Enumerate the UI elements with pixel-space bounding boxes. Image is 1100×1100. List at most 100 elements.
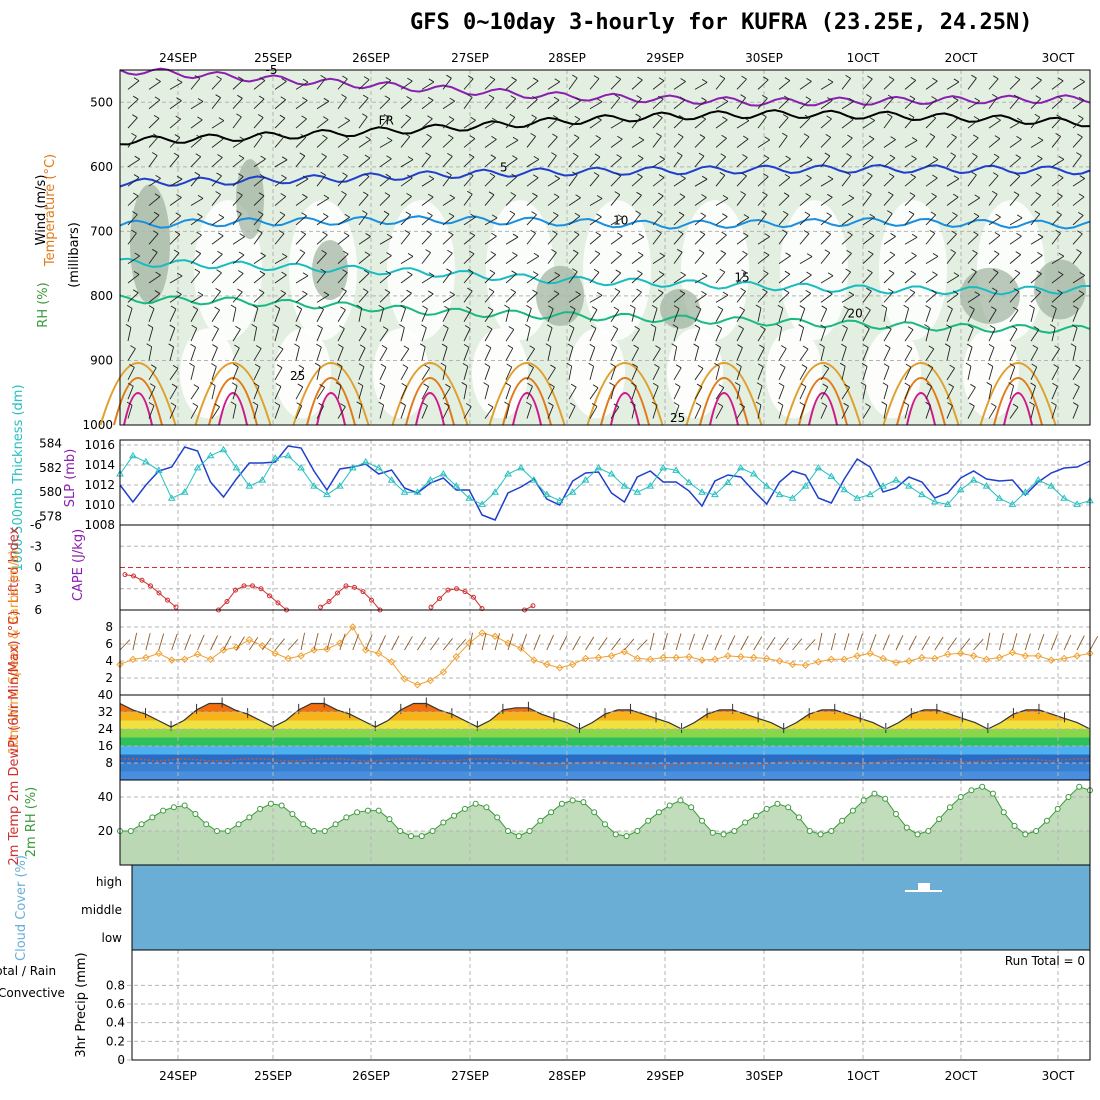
- date-label-top: 27SEP: [451, 51, 489, 65]
- wind-barb: [568, 271, 578, 284]
- wind-barb: [988, 385, 993, 400]
- wind-barb-flag: [824, 152, 831, 157]
- wind-barb-flag: [700, 115, 706, 120]
- wind10-barb: [960, 638, 971, 651]
- wind-barb: [379, 273, 392, 284]
- wind-barb-flag: [784, 270, 791, 275]
- wind-barb-flag: [763, 270, 769, 274]
- thickness-marker: [969, 476, 978, 483]
- wind10-marker: [659, 653, 667, 662]
- wind-barb: [757, 291, 768, 303]
- wind-barb-flag: [505, 382, 511, 387]
- wind-barb-flag: [866, 190, 872, 195]
- wind-barb-flag: [904, 382, 911, 387]
- wind-barb-flag: [320, 171, 326, 176]
- wind-barb: [841, 294, 855, 303]
- wind-barb: [148, 118, 160, 129]
- wind-barb-flag: [467, 172, 474, 177]
- cloud-level-label: high: [96, 875, 122, 889]
- wind10-marker: [193, 650, 202, 658]
- wind-barb: [778, 158, 791, 168]
- wind-barb-flag: [848, 291, 855, 296]
- wind-barb: [778, 177, 791, 187]
- wind-barb: [715, 253, 727, 264]
- warm-contour: [512, 392, 542, 426]
- wind-barb-flag: [214, 306, 220, 311]
- wind-barb: [295, 137, 307, 148]
- wind10-barb: [1089, 635, 1099, 651]
- wind-barb-flag: [236, 113, 242, 118]
- wind-barb: [883, 254, 896, 264]
- wind-barb: [505, 273, 517, 284]
- li-marker: [233, 587, 238, 593]
- wind-barb: [610, 272, 622, 284]
- wind-barb-flag: [848, 194, 855, 199]
- wind-barb-flag: [133, 95, 139, 100]
- wind-barb: [1030, 366, 1038, 381]
- wind-barb-flag: [866, 287, 872, 292]
- wind-barb: [568, 155, 579, 168]
- wind-barb: [316, 156, 327, 168]
- thickness-marker: [232, 463, 241, 471]
- wind10-marker: [995, 653, 1004, 662]
- temp-tick: 8: [105, 756, 113, 770]
- temp-ylabel-part: 2m Temp 2m DewPt (6hr Min/Max) (°C): [7, 611, 22, 866]
- wind-barb-flag: [1054, 345, 1060, 350]
- wind10-barb: [611, 637, 621, 651]
- wind-barb: [820, 118, 832, 129]
- wind-barb-flag: [903, 304, 909, 309]
- wind-barb-flag: [302, 290, 308, 295]
- wind-barb-flag: [383, 113, 390, 118]
- wind-barb: [778, 80, 791, 90]
- wind-barb: [967, 271, 977, 284]
- wind-barb-flag: [763, 154, 770, 159]
- pressure-tick-label: 500: [90, 95, 113, 109]
- wind-barb: [925, 348, 935, 361]
- wind-barb-flag: [673, 402, 680, 406]
- thickness-marker: [607, 470, 616, 477]
- wind-barb: [379, 348, 388, 361]
- wind-barb-flag: [615, 269, 621, 274]
- li-tick: -6: [30, 518, 42, 532]
- wind-barb: [841, 253, 852, 264]
- wind-barb-flag: [721, 231, 727, 236]
- dry-pocket: [180, 328, 236, 419]
- wind-barb-flag: [845, 171, 851, 176]
- wind-barb: [211, 175, 222, 187]
- wind-barb: [442, 366, 447, 380]
- wind10-barb: [714, 634, 722, 651]
- warm-contour: [993, 377, 1043, 426]
- wind-barb-flag: [214, 403, 220, 408]
- wind-barb: [358, 176, 370, 187]
- wind-barb: [190, 294, 204, 303]
- wind-barb: [127, 348, 136, 361]
- wind-barb-flag: [1015, 154, 1021, 159]
- wind10-marker: [866, 649, 874, 658]
- wind-barb: [736, 366, 742, 380]
- wind-barb: [463, 156, 475, 168]
- wind-barb-flag: [929, 133, 936, 137]
- wind-barb: [568, 234, 580, 245]
- rh-marker: [893, 811, 899, 817]
- wind-barb-flag: [610, 363, 616, 367]
- wind-barb: [967, 234, 979, 245]
- wind-barb-flag: [554, 78, 560, 83]
- wind-barb: [883, 347, 891, 361]
- wind-barb-flag: [1075, 364, 1081, 369]
- wind-barb-flag: [846, 250, 852, 254]
- wind-barb-flag: [762, 288, 768, 293]
- wind-barb-flag: [675, 364, 682, 369]
- wind-barb-flag: [867, 269, 873, 273]
- wind-barb: [673, 81, 686, 90]
- li-marker: [471, 594, 476, 600]
- wind-barb-flag: [148, 305, 155, 310]
- wind-barb-flag: [489, 269, 496, 274]
- wind-barb-flag: [252, 401, 259, 406]
- wind-barb: [1030, 158, 1043, 168]
- wind-barb: [1072, 196, 1085, 206]
- slp-tick: 1012: [84, 478, 115, 492]
- wind-barb: [925, 196, 937, 206]
- wind-barb-flag: [129, 363, 135, 368]
- wind-barb: [295, 233, 307, 245]
